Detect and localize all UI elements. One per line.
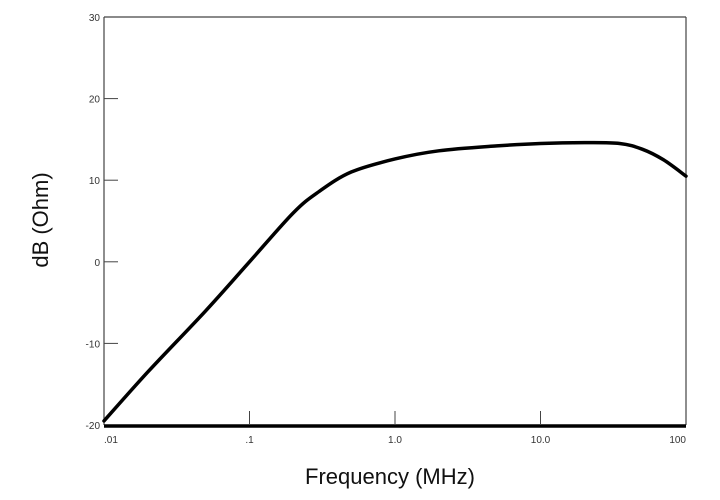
y-tick-label: -20	[86, 421, 101, 432]
series-group	[102, 140, 688, 423]
x-tick-label: .1	[245, 435, 254, 446]
y-tick-label: 10	[89, 176, 101, 187]
y-axis-label: dB (Ohm)	[28, 172, 53, 267]
y-tick-label: 20	[89, 95, 101, 106]
x-tick-label: 100	[669, 435, 686, 446]
plot-frame	[103, 16, 687, 428]
x-tick-label: 10.0	[531, 435, 551, 446]
series-line-impedance	[102, 140, 688, 423]
y-axis: 30 20 10 0 -10 -20	[86, 13, 118, 432]
y-tick-label: -10	[86, 339, 101, 350]
x-axis: .01 .1 1.0 10.0 100	[104, 411, 686, 446]
x-tick-label: .01	[104, 435, 118, 446]
y-tick-label: 30	[89, 13, 101, 24]
x-tick-label: 1.0	[388, 435, 402, 446]
y-tick-label: 0	[94, 258, 100, 269]
x-axis-label: Frequency (MHz)	[305, 464, 475, 489]
